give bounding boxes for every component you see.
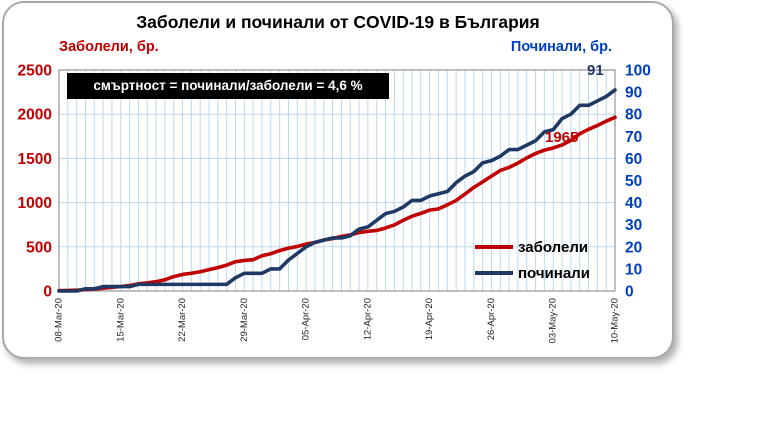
right-axis-tick-label: 50	[625, 173, 642, 190]
x-axis-tick-label: 22-Mar-20	[177, 298, 188, 342]
chart-title: Заболели и починали от COVID-19 в Българ…	[136, 12, 540, 32]
x-axis-tick-label: 29-Mar-20	[239, 298, 250, 342]
right-axis-tick-label: 10	[625, 261, 642, 278]
left-axis-title: Заболели, бр.	[59, 39, 159, 55]
chart-card: Заболели и починали от COVID-19 в Българ…	[2, 1, 674, 359]
x-axis-tick-label: 08-Mar-20	[54, 298, 65, 342]
legend-label-deaths: починали	[518, 264, 590, 282]
x-axis-tick-label: 12-Apr-20	[362, 298, 373, 340]
left-axis-tick-label: 2000	[18, 107, 52, 124]
right-axis-title: Починали, бр.	[510, 39, 612, 55]
covid-line-chart: 0 500 1000 1500 2000 2500 0 10 20 30 40 50 60 70 80 90 1…	[18, 63, 651, 344]
right-axis-tick-label: 40	[625, 195, 642, 212]
cases-end-value-label: 1965	[545, 129, 579, 146]
x-axis-tick-label: 10-May-20	[610, 298, 621, 343]
legend-label-cases: заболели	[518, 238, 589, 256]
plot-area-frame	[58, 69, 616, 292]
x-axis-tick-label: 26-Apr-20	[486, 298, 497, 340]
right-axis-tick-label: 60	[625, 151, 642, 168]
deaths-end-value-label: 91	[587, 62, 604, 79]
right-axis-tick-label: 80	[625, 107, 642, 124]
series-line-deaths	[57, 88, 617, 293]
left-axis-tick-label: 0	[43, 284, 52, 301]
right-axis-tick-label: 70	[625, 129, 642, 146]
right-axis-tick-label: 30	[625, 217, 642, 234]
right-axis-tick-label: 20	[625, 239, 642, 256]
left-axis-tick-label: 500	[26, 239, 52, 256]
x-axis-tick-label: 15-Mar-20	[115, 298, 126, 342]
right-axis-tick-label: 90	[625, 85, 642, 102]
right-axis-tick-label: 0	[625, 284, 634, 301]
deaths-line-swatch	[475, 271, 513, 275]
right-axis-tick-label: 100	[625, 63, 651, 80]
cases-line-swatch	[475, 245, 513, 249]
left-axis-tick-label: 1000	[18, 195, 52, 212]
left-axis-tick-label: 2500	[18, 63, 52, 80]
x-axis-tick-label: 19-Apr-20	[424, 298, 435, 340]
x-axis-tick-label: 03-May-20	[548, 298, 559, 343]
mortality-annotation: смъртност = починали/заболели = 4,6 %	[67, 73, 389, 99]
legend: заболели починали	[475, 234, 590, 286]
x-axis-tick-label: 05-Apr-20	[301, 298, 312, 340]
legend-item-cases: заболели	[475, 234, 590, 260]
legend-item-deaths: починали	[475, 260, 590, 286]
left-axis-tick-label: 1500	[18, 151, 52, 168]
